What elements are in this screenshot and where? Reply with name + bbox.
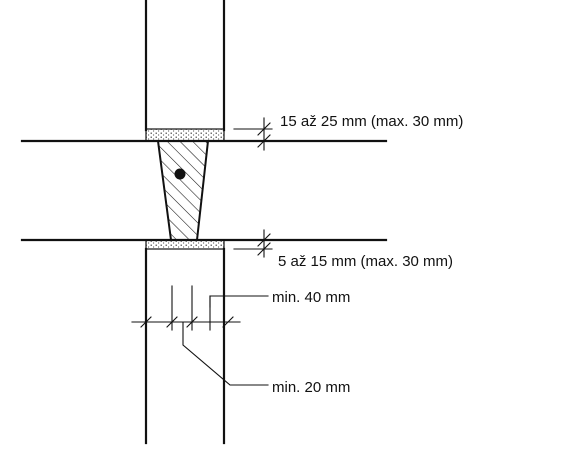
spacing-dimension-line [131, 285, 241, 331]
spacing-20-label: min. 20 mm [272, 379, 350, 396]
leader-20 [182, 321, 269, 386]
lower-wall [144, 247, 226, 445]
upper-mortar-joint [145, 128, 225, 142]
lower-mortar-joint [145, 239, 225, 250]
top-gap-dimension [233, 117, 273, 151]
anchor-dot [174, 168, 186, 180]
wedge-block [156, 140, 210, 241]
bottom-gap-label: 5 až 15 mm (max. 30 mm) [278, 253, 453, 270]
spacing-40-label: min. 40 mm [272, 289, 350, 306]
upper-wall [144, 0, 226, 132]
bottom-gap-dimension [233, 229, 273, 258]
top-gap-label: 15 až 25 mm (max. 30 mm) [280, 113, 463, 130]
leader-40 [209, 295, 269, 308]
